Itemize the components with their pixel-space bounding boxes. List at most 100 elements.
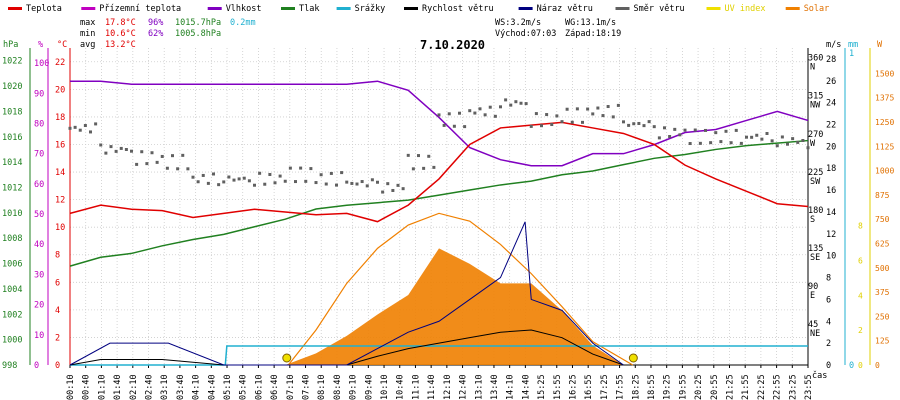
stat-wg: WG:13.1m/s <box>565 18 616 28</box>
axis-time-tick: 20:25 <box>694 374 704 400</box>
axis-pct-tick: 20 <box>34 301 44 311</box>
wind-direction-point <box>591 112 595 116</box>
axis-uv-tick: 0 <box>858 361 863 370</box>
legend-label-press: Tlak <box>299 4 319 14</box>
wind-direction-point <box>140 150 144 154</box>
legend-label-solar: Solar <box>804 4 830 14</box>
axis-w-tick: 250 <box>875 312 890 321</box>
legend-label-rain: Srážky <box>355 4 386 14</box>
legend-swatch-solar <box>785 7 800 10</box>
wind-direction-point <box>657 136 661 140</box>
axis-time-tick: 10:40 <box>396 374 406 400</box>
axis-dir-tick: 270 <box>808 130 823 140</box>
axis-degc-tick: 22 <box>55 58 65 68</box>
axis-time-tick: 10:10 <box>380 374 390 400</box>
wind-direction-point <box>288 166 292 170</box>
stat-min-temp: 10.6°C <box>105 29 136 39</box>
axis-time-tick: 16:55 <box>584 374 594 400</box>
axis-hpa-tick: 1002 <box>2 310 22 320</box>
legend-swatch-press <box>281 7 295 10</box>
axis-uv-tick: 2 <box>858 326 863 335</box>
axis-uv-tick: 6 <box>858 256 863 265</box>
wind-direction-point <box>171 154 174 158</box>
axis-mm-tick: 0 <box>849 361 854 371</box>
axis-degc-tick: 16 <box>55 140 65 150</box>
wind-direction-point <box>309 167 313 171</box>
axis-degc-tick: 4 <box>55 306 60 316</box>
wind-direction-point <box>504 98 508 102</box>
wind-direction-point <box>391 188 395 192</box>
axis-ms-tick: 0 <box>826 361 831 371</box>
wind-direction-point <box>775 144 779 148</box>
stat-max-hum: 96% <box>148 18 163 28</box>
wind-direction-point <box>683 128 687 132</box>
axis-pct-unit: % <box>38 40 43 50</box>
wind-direction-point <box>596 106 600 110</box>
axis-degc-tick: 20 <box>55 85 65 95</box>
wind-direction-point <box>642 124 646 128</box>
axis-time-tick: 14:40 <box>521 374 531 400</box>
wind-direction-point <box>94 122 98 126</box>
axis-time-tick: 11:40 <box>427 374 437 400</box>
wind-direction-point <box>791 137 795 141</box>
wind-direction-point <box>473 111 477 115</box>
axis-uv-tick: 4 <box>858 291 863 300</box>
wind-direction-point <box>796 140 800 144</box>
axis-time-tick: 04:10 <box>192 374 202 400</box>
axis-hpa-tick: 998 <box>2 361 17 371</box>
axis-degc-unit: °C <box>57 40 67 50</box>
axis-time-tick: 00:40 <box>82 374 92 400</box>
axis-w-tick: 1500 <box>875 69 894 78</box>
axis-time-tick: 17:55 <box>616 374 626 400</box>
axis-ms-tick: 10 <box>826 252 836 262</box>
axis-ms-tick: 26 <box>826 77 836 87</box>
axis-degc-tick: 14 <box>55 168 65 178</box>
axis-ms-tick: 14 <box>826 208 836 218</box>
wind-direction-point <box>73 125 77 129</box>
wind-direction-point <box>212 172 215 176</box>
wind-direction-point <box>360 180 364 184</box>
axis-time-tick: 03:40 <box>176 374 186 400</box>
wind-direction-point <box>724 129 728 133</box>
axis-w-tick: 125 <box>875 337 890 346</box>
axis-mm-tick: 1 <box>849 49 854 59</box>
wind-direction-point <box>145 162 149 166</box>
legend-swatch-dir <box>615 7 630 10</box>
stat-ws: WS:3.2m/s <box>495 18 541 28</box>
legend-label-temp: Teplota <box>26 4 62 14</box>
wind-direction-point <box>181 153 185 157</box>
stat-avg-label: avg <box>80 40 95 50</box>
wind-direction-point <box>483 113 487 117</box>
axis-time-tick: 05:40 <box>239 374 249 400</box>
stat-sunrise: Východ:07:03 <box>495 29 556 39</box>
axis-time-tick: 08:10 <box>317 374 327 400</box>
wind-direction-point <box>345 180 349 184</box>
wind-direction-point <box>622 120 625 124</box>
wind-direction-point <box>135 162 139 166</box>
wind-direction-point <box>206 181 210 185</box>
wind-direction-point <box>745 135 748 139</box>
wind-direction-point <box>78 128 82 132</box>
axis-time-tick: 16:25 <box>568 374 578 400</box>
axis-dir-label: E <box>810 291 815 301</box>
stat-max-label: max <box>80 18 95 28</box>
wind-direction-point <box>540 124 543 128</box>
wind-direction-point <box>196 180 200 184</box>
wind-direction-point <box>417 154 420 158</box>
axis-pct-tick: 100 <box>34 59 49 69</box>
axis-pct-tick: 70 <box>34 150 44 160</box>
wind-direction-point <box>401 187 405 191</box>
axis-pct-tick: 10 <box>34 331 44 341</box>
axis-w-tick: 375 <box>875 288 890 297</box>
wind-direction-point <box>273 181 277 185</box>
wind-direction-point <box>447 112 451 116</box>
wind-direction-point <box>545 113 549 117</box>
wind-direction-point <box>616 103 620 107</box>
wind-direction-point <box>627 123 631 127</box>
wind-direction-point <box>478 107 482 111</box>
chart-date: 7.10.2020 <box>420 38 485 52</box>
legend-swatch-feels <box>81 7 96 10</box>
wind-direction-point <box>760 137 764 141</box>
wind-direction-point <box>124 147 128 151</box>
wind-direction-point <box>165 166 169 170</box>
